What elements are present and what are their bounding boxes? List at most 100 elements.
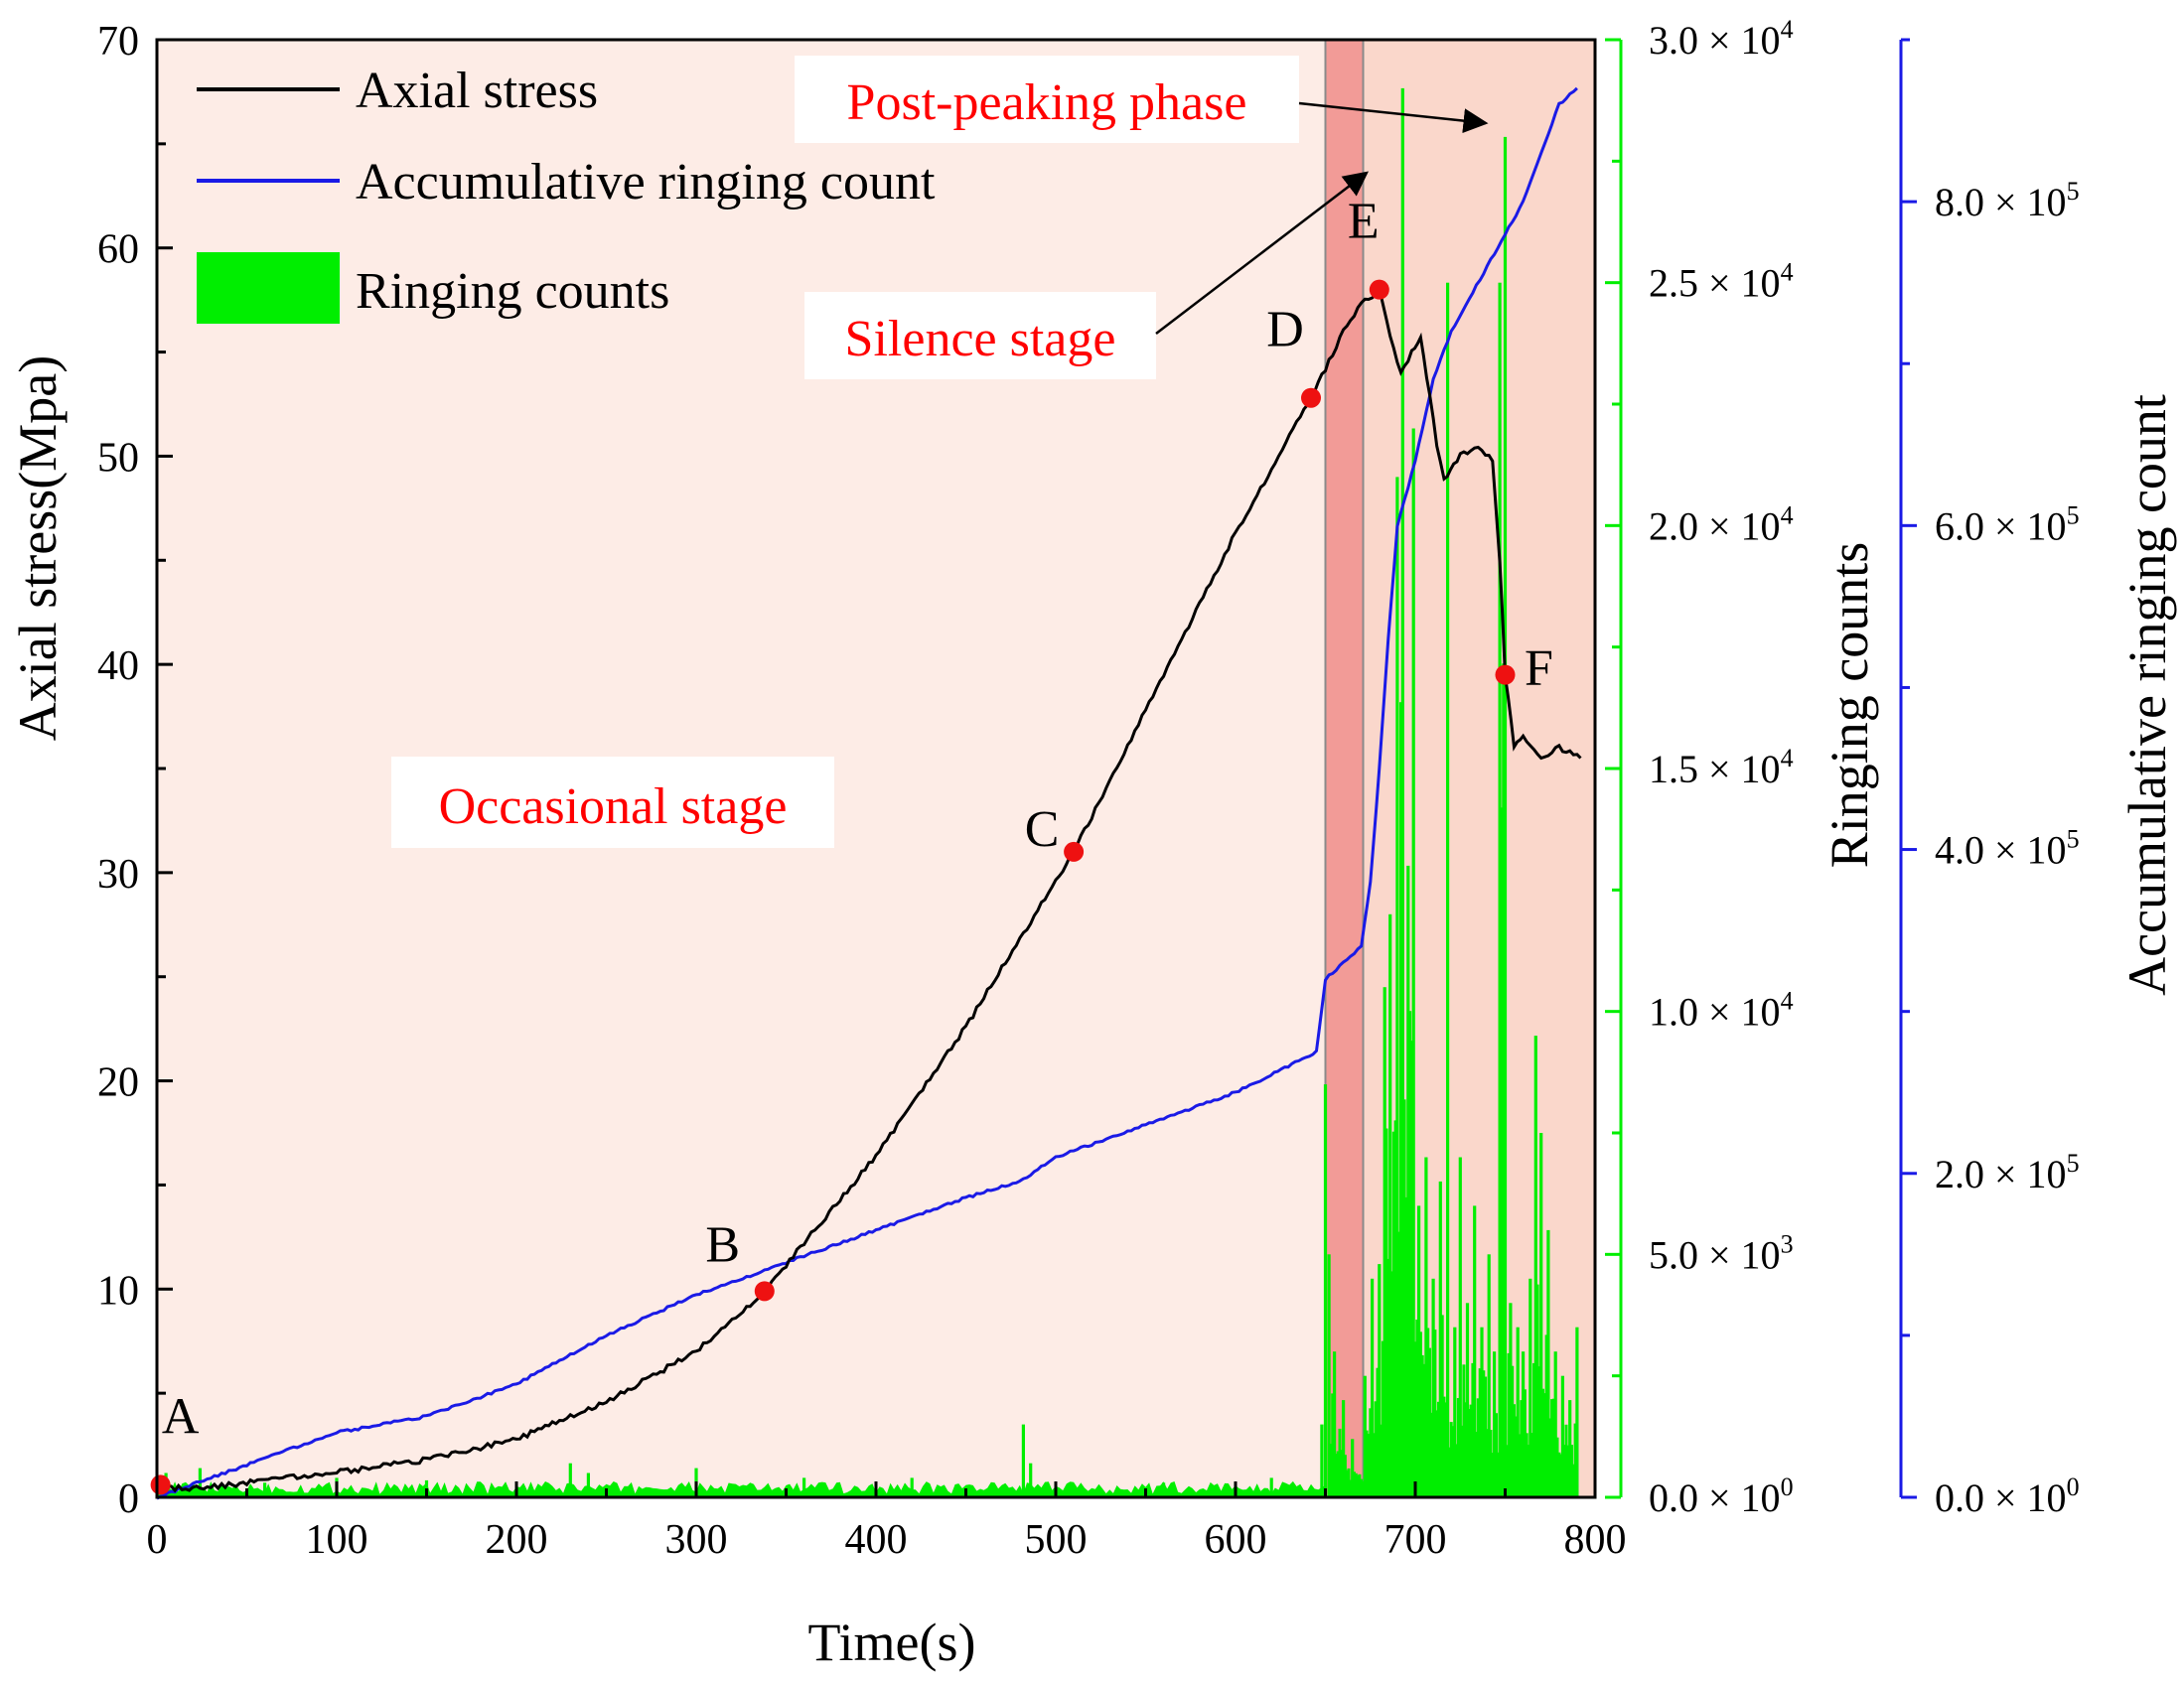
ringing-bar [1573, 1423, 1577, 1497]
ringing-spike [1522, 1351, 1526, 1497]
ringing-bar [1338, 1428, 1342, 1497]
ringing-bar [1520, 1400, 1524, 1497]
ringing-bar [1502, 663, 1506, 1497]
ringing-bar [1496, 1452, 1500, 1497]
x-tick-label: 700 [1384, 1517, 1447, 1563]
ringing-bar [1369, 1408, 1373, 1497]
axial-stress-line [156, 284, 1582, 1493]
x-tick-label: 400 [845, 1517, 908, 1563]
ringing-spike [1327, 1254, 1331, 1497]
ringing-bar [1358, 1473, 1362, 1497]
ringing-bar [1511, 1365, 1515, 1497]
ringing-spike [1333, 1351, 1337, 1497]
ringing-bar [1467, 1409, 1471, 1497]
ringing-bar [1420, 1354, 1424, 1497]
ringing-spike [1438, 1181, 1442, 1497]
ringing-spike [1493, 1351, 1497, 1497]
silence-stage-label: Silence stage [845, 311, 1116, 367]
ringing-spike [1395, 477, 1399, 1497]
ringing-bar [1426, 1328, 1430, 1497]
point-label-e: E [1348, 194, 1380, 250]
ringing-bar [1353, 1472, 1356, 1497]
point-label-a: A [162, 1388, 200, 1445]
ringing-bar [1482, 1370, 1486, 1497]
ringing-spike [1575, 1327, 1579, 1497]
ringing-baseline-noise [157, 1480, 1326, 1497]
ringing-bar [1413, 1341, 1417, 1497]
occasional-label-bg [391, 757, 834, 848]
ringing-spike [1509, 1303, 1513, 1497]
ringing-bar [1447, 1447, 1451, 1497]
ringing-bar [1507, 1352, 1511, 1497]
ringing-bar [1555, 1437, 1559, 1497]
ringing-bar [1433, 1330, 1437, 1497]
ringing-spike [1162, 1482, 1166, 1497]
point-a [150, 1474, 171, 1495]
ringing-bar [1476, 1398, 1480, 1497]
x-tick-label: 200 [486, 1517, 548, 1563]
ringing-counts-series [157, 87, 1579, 1498]
ringing-spike [1323, 1084, 1328, 1497]
ringing-spike [1021, 1424, 1025, 1497]
ringing-bar [1336, 1451, 1340, 1497]
ringing-spike [1417, 1205, 1421, 1497]
ringing-bar [1444, 1402, 1448, 1497]
ringing-spike [1424, 1157, 1428, 1497]
ringing-bar [1571, 1464, 1575, 1497]
ringing-spike [1269, 1477, 1273, 1497]
ringing-bar [1435, 1410, 1439, 1497]
ringing-bar [1381, 1340, 1384, 1497]
ringing-spike [568, 1463, 572, 1497]
accumulative-axis-tick-label: 4.0 × 105 [1935, 825, 2080, 873]
ringing-spike [1546, 1229, 1550, 1497]
ringing-bar [1393, 1120, 1397, 1497]
post-peaking-arrow [1298, 101, 1489, 134]
ringing-spike [1458, 1157, 1462, 1497]
ringing-axis-tick-label: 0.0 × 100 [1649, 1472, 1794, 1520]
ringing-spike [1480, 1327, 1484, 1497]
ringing-spike [1383, 987, 1386, 1497]
legend-stress-label: Axial stress [356, 63, 598, 119]
x-tick-label: 0 [147, 1517, 168, 1563]
y-left-axis-ticks: 0 10 20 30 40 50 60 70 [97, 19, 173, 1522]
point-e [1369, 279, 1389, 300]
ringing-bar [1544, 1334, 1548, 1497]
ringing-spike [1473, 1205, 1477, 1497]
ringing-bar [1391, 1131, 1395, 1497]
silence-stage-arrow [1155, 171, 1369, 335]
ringing-bar [1451, 1426, 1455, 1497]
legend-ringing-swatch [197, 252, 340, 324]
ringing-bar [1564, 1424, 1568, 1497]
ringing-spike [1320, 1424, 1324, 1497]
ringing-spike [1533, 1036, 1537, 1497]
ringing-bar [1495, 1413, 1498, 1497]
ringing-bar [1475, 1432, 1478, 1497]
x-tick-label: 800 [1564, 1517, 1627, 1563]
ringing-bar [1460, 1425, 1464, 1497]
accumulative-axis-tick-label: 0.0 × 100 [1935, 1472, 2080, 1520]
ringing-spike [1411, 428, 1415, 1497]
ringing-spike [1371, 1278, 1375, 1497]
post-peaking-phase-label: Post-peaking phase [847, 74, 1247, 131]
x-axis-ticks: 0 100 200 300 400 500 600 700 800 [147, 1481, 1627, 1563]
y-left-tick-label: 20 [97, 1060, 139, 1106]
ringing-counts-axis-ticks: 0.0 × 100 5.0 × 103 1.0 × 104 1.5 × 104 2.0 … [1605, 15, 1794, 1520]
ringing-spike [1539, 1133, 1543, 1497]
ringing-spike [1431, 1278, 1435, 1497]
ringing-spike [586, 1472, 590, 1497]
ringing-bar [1484, 1376, 1488, 1497]
ringing-axis-tick-label: 1.0 × 104 [1649, 987, 1794, 1035]
ringing-bar [1523, 1389, 1527, 1497]
ringing-spike [1560, 1375, 1564, 1497]
ringing-spike [1568, 1400, 1572, 1497]
accumulative-axis-tick-label: 6.0 × 105 [1935, 500, 2080, 548]
ringing-bar [1360, 1478, 1364, 1497]
ringing-bar [1384, 1128, 1388, 1497]
ringing-bar [1557, 1452, 1561, 1497]
ringing-bar [1340, 1450, 1344, 1497]
legend-ringing-label: Ringing counts [356, 263, 669, 320]
ringing-bar [1399, 702, 1402, 1497]
ringing-bar [1349, 1479, 1353, 1497]
ringing-axis-tick-label: 2.0 × 104 [1649, 500, 1794, 548]
ringing-bar [1440, 1315, 1444, 1497]
